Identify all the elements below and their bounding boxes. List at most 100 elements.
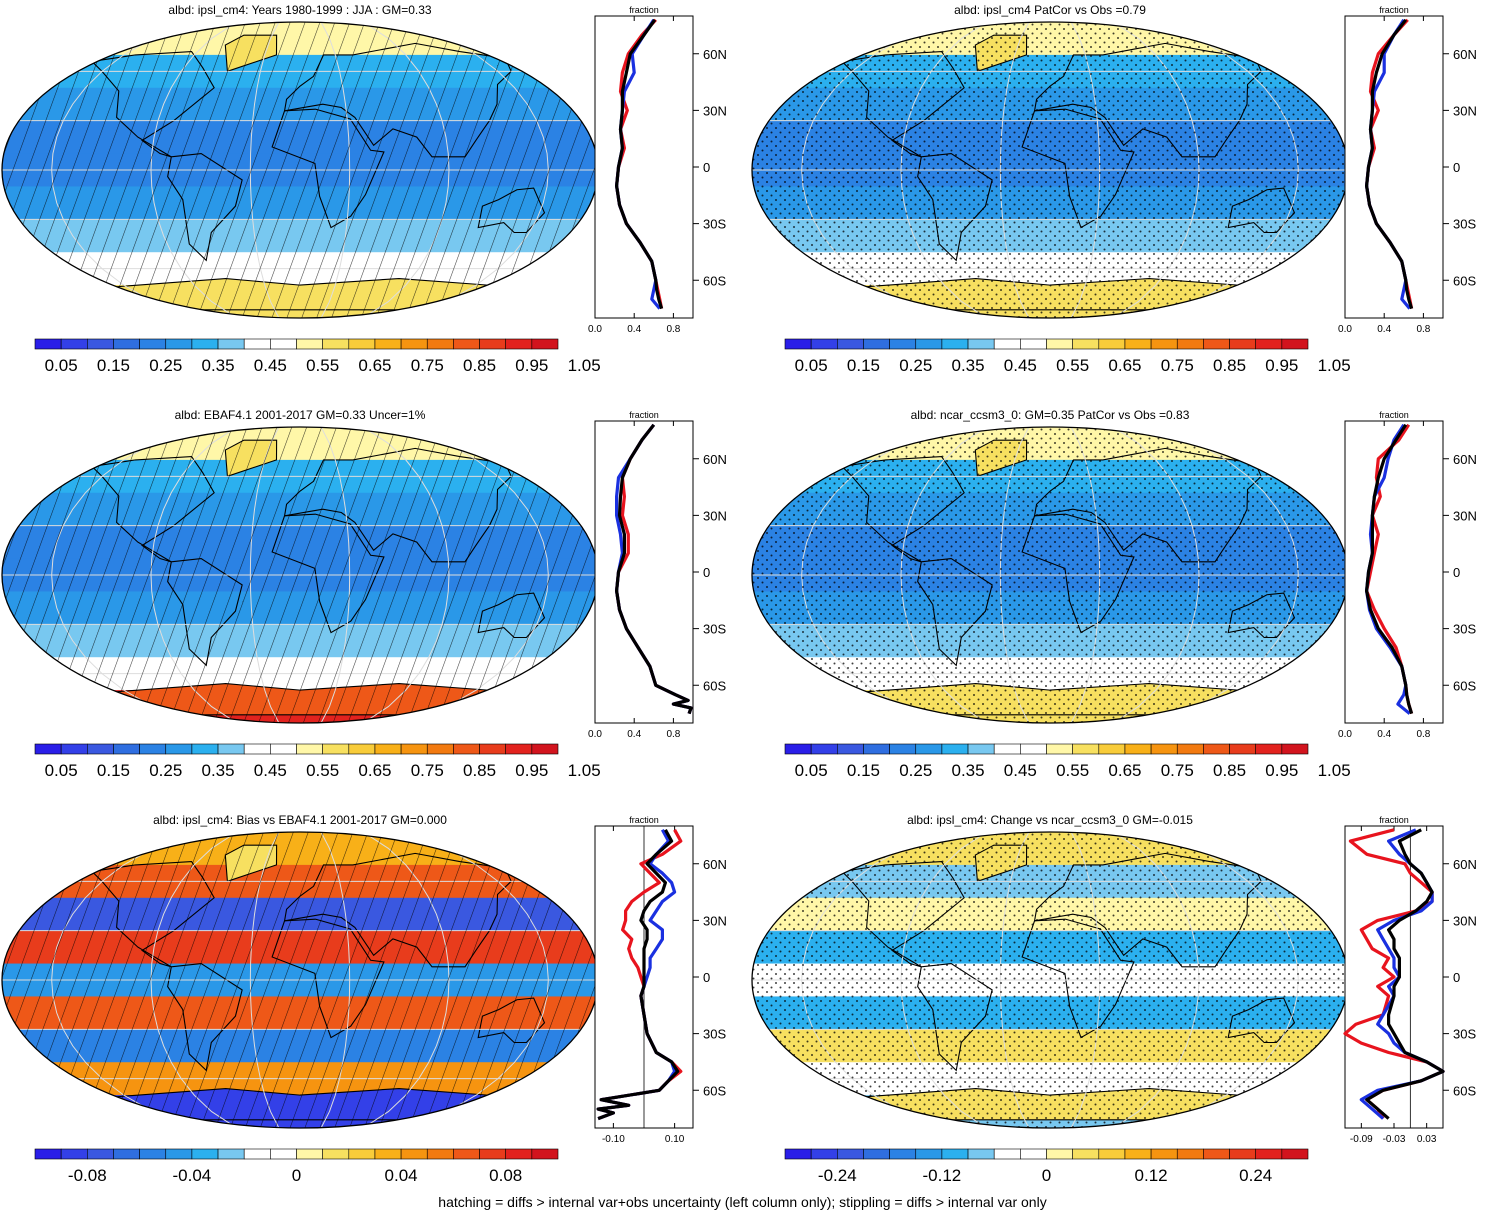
colorbar-tick-label: 1.05 — [1318, 761, 1351, 780]
colorbar-swatch — [967, 1148, 995, 1160]
colorbar-swatch — [34, 1148, 62, 1160]
colorbar-swatch — [322, 1148, 350, 1160]
zonal-ytick-label: 60S — [1453, 678, 1476, 693]
colorbar-swatch — [322, 338, 350, 350]
colorbar-tick-label: 0.65 — [358, 356, 391, 375]
colorbar-tick-label: 0.75 — [1161, 356, 1194, 375]
colorbar-swatch — [296, 338, 323, 350]
zonal-ytick-label: 30S — [1453, 622, 1476, 637]
colorbar-swatch — [1229, 1148, 1257, 1160]
colorbar-swatch — [941, 1148, 969, 1160]
zonal-ytick-label: 30S — [1453, 1027, 1476, 1042]
colorbar-swatch — [87, 743, 114, 755]
zonal-ytick-label: 60S — [703, 1083, 726, 1098]
colorbar-tick-label: 0.95 — [515, 761, 548, 780]
colorbar-tick-label: -0.08 — [68, 1166, 107, 1185]
colorbar-tick-label: 0 — [292, 1166, 301, 1185]
zonal-axis-label: fraction — [629, 815, 659, 825]
colorbar-tick-label: 0.85 — [1213, 761, 1246, 780]
panel-title: albd: ipsl_cm4: Bias vs EBAF4.1 2001-201… — [153, 813, 447, 827]
colorbar-tick-label: 0.45 — [1004, 761, 1037, 780]
colorbar-swatch — [505, 338, 533, 350]
colorbar-swatch — [993, 743, 1021, 755]
colorbar-tick-label: 0.95 — [515, 356, 548, 375]
map — [2, 22, 598, 318]
zonal-ytick-label: 30S — [703, 1027, 726, 1042]
colorbar-swatch — [400, 338, 428, 350]
colorbar-swatch — [243, 1148, 271, 1160]
colorbar-swatch — [453, 338, 480, 350]
colorbar-tick-label: 0.35 — [202, 356, 235, 375]
colorbar-swatch — [87, 1148, 114, 1160]
colorbar-tick-label: 0.12 — [1135, 1166, 1168, 1185]
zonal-ytick-label: 30S — [703, 622, 726, 637]
colorbar-swatch — [374, 743, 402, 755]
colorbar-tick-label: -0.24 — [818, 1166, 857, 1185]
zonal-ytick-label: 30S — [703, 217, 726, 232]
zonal-xtick-label: 0.4 — [627, 729, 641, 740]
colorbar-swatch — [374, 1148, 402, 1160]
zonal-xtick-label: 0.10 — [665, 1134, 685, 1145]
zonal-xtick-label: 0.8 — [666, 324, 680, 335]
zonal-xtick-label: 0.4 — [627, 324, 641, 335]
panel-title: albd: ncar_ccsm3_0: GM=0.35 PatCor vs Ob… — [911, 408, 1190, 422]
colorbar-swatch — [1072, 743, 1100, 755]
colorbar-swatch — [1124, 743, 1152, 755]
colorbar-swatch — [34, 338, 62, 350]
colorbar-swatch — [993, 1148, 1021, 1160]
colorbar-swatch — [915, 743, 943, 755]
colorbar-tick-label: 0.35 — [952, 356, 985, 375]
colorbar-tick-label: 0.55 — [306, 761, 339, 780]
colorbar-swatch — [505, 1148, 533, 1160]
colorbar-swatch — [1176, 338, 1204, 350]
colorbar-swatch — [889, 1148, 917, 1160]
zonal-ytick-label: 0 — [703, 160, 710, 175]
colorbar-swatch — [479, 743, 506, 755]
colorbar-tick-label: 0.25 — [149, 761, 182, 780]
colorbar-swatch — [191, 338, 219, 350]
colorbar-swatch — [60, 743, 88, 755]
colorbar-tick-label: 0.05 — [45, 356, 78, 375]
colorbar-swatch — [322, 743, 350, 755]
colorbar-tick-label: 0.15 — [97, 356, 130, 375]
colorbar-swatch — [836, 1148, 864, 1160]
hatching-overlay — [2, 832, 598, 1128]
colorbar-tick-label: 0.05 — [795, 356, 828, 375]
colorbar: 0.05 0.15 0.25 0.35 0.45 0.55 0.65 0.75 0.85 0.95… — [34, 338, 601, 375]
colorbar-swatch — [941, 338, 969, 350]
zonal-axis-label: fraction — [1379, 410, 1409, 420]
colorbar: 0.05 0.15 0.25 0.35 0.45 0.55 0.65 0.75 0.85 0.95… — [34, 743, 601, 780]
zonal-ytick-label: 60N — [703, 47, 727, 62]
colorbar-swatch — [889, 338, 917, 350]
panel-title: albd: EBAF4.1 2001-2017 GM=0.33 Uncer=1% — [175, 408, 426, 422]
colorbar-swatch — [1203, 1148, 1230, 1160]
zonal-series-black — [1364, 423, 1414, 715]
zonal-xtick-label: 0.8 — [1416, 729, 1430, 740]
colorbar-tick-label: 1.05 — [568, 761, 601, 780]
zonal-frame — [1344, 15, 1444, 319]
hatching-overlay — [2, 427, 598, 723]
colorbar-swatch — [810, 743, 838, 755]
colorbar-tick-label: 0.95 — [1265, 761, 1298, 780]
zonal-ytick-label: 0 — [1453, 565, 1460, 580]
zonal-xtick-label: 0.0 — [588, 324, 602, 335]
colorbar-swatch — [1072, 1148, 1100, 1160]
colorbar-tick-label: 0.65 — [358, 761, 391, 780]
colorbar-swatch — [165, 338, 193, 350]
colorbar-tick-label: 0.65 — [1108, 761, 1141, 780]
zonal-ytick-label: 30N — [1453, 913, 1477, 928]
colorbar-swatch — [1176, 743, 1204, 755]
panel-title: albd: ipsl_cm4: Change vs ncar_ccsm3_0 G… — [907, 813, 1193, 827]
map — [752, 427, 1348, 723]
zonal-mean-plot: fraction 60N 30N 0 30S 60S 0.0 0.4 0.8 — [588, 5, 727, 335]
zonal-ytick-label: 30S — [1453, 217, 1476, 232]
zonal-xtick-label: -0.03 — [1383, 1134, 1406, 1145]
colorbar-swatch — [243, 743, 271, 755]
colorbar-swatch — [1255, 338, 1283, 350]
colorbar-swatch — [1203, 743, 1230, 755]
colorbar-swatch — [1255, 743, 1283, 755]
hatching-overlay — [2, 22, 598, 318]
zonal-axis-label: fraction — [629, 5, 659, 15]
zonal-series-black — [596, 829, 680, 1121]
colorbar-swatch — [296, 743, 323, 755]
